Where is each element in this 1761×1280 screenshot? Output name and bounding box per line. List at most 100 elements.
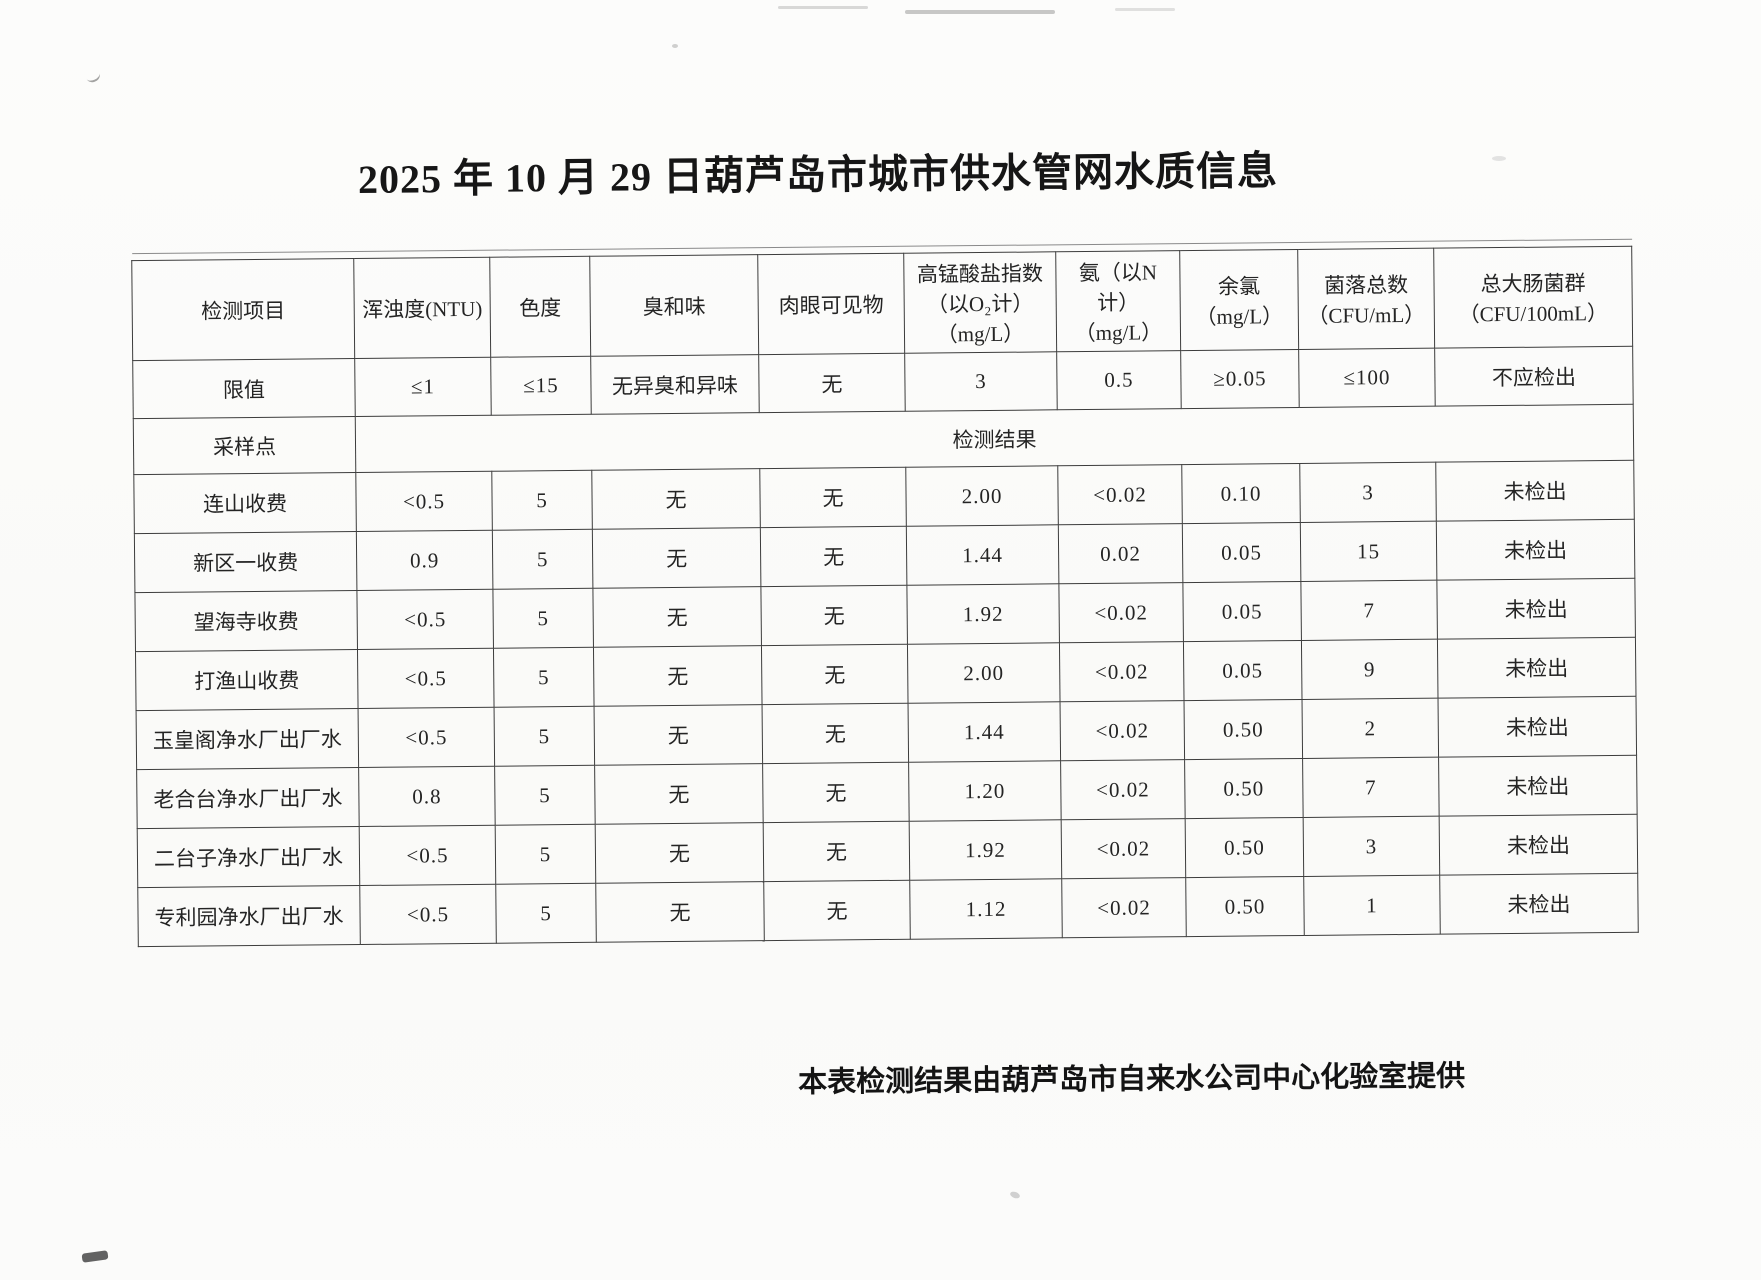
data-cell: 无 bbox=[763, 880, 911, 941]
col-header-odor: 臭和味 bbox=[589, 254, 759, 357]
col-header-colony-count: 菌落总数 （CFU/mL） bbox=[1297, 248, 1435, 350]
data-cell: 2 bbox=[1302, 698, 1439, 759]
data-cell: 无 bbox=[763, 821, 910, 882]
row-site-name: 老合台净水厂出厂水 bbox=[136, 767, 360, 829]
table-header-row: 检测项目 浑浊度(NTU) 色度 臭和味 肉眼可见物 高锰酸盐指数 （以O₂计）… bbox=[131, 246, 1633, 361]
data-cell: <0.02 bbox=[1060, 700, 1185, 761]
col-header-chlorine: 余氯 （mg/L） bbox=[1179, 249, 1299, 351]
data-cell: 0.50 bbox=[1184, 758, 1304, 819]
data-cell: 无 bbox=[595, 881, 765, 943]
scan-artifact bbox=[1009, 1190, 1021, 1200]
data-cell: 未检出 bbox=[1438, 696, 1637, 758]
limit-cell: ≤100 bbox=[1298, 348, 1436, 408]
data-cell: <0.02 bbox=[1061, 877, 1187, 938]
data-cell: <0.02 bbox=[1057, 464, 1183, 525]
data-cell: <0.02 bbox=[1060, 759, 1186, 820]
data-cell: 0.10 bbox=[1181, 463, 1301, 524]
data-cell: 0.8 bbox=[358, 766, 496, 827]
data-cell: 5 bbox=[492, 588, 594, 649]
data-cell: <0.02 bbox=[1061, 818, 1186, 879]
data-cell: 3 bbox=[1299, 462, 1437, 523]
data-cell: 5 bbox=[495, 824, 596, 885]
data-cell: 1.20 bbox=[908, 760, 1062, 822]
data-cell: 15 bbox=[1300, 521, 1437, 582]
data-cell: <0.02 bbox=[1058, 582, 1184, 643]
data-cell: <0.5 bbox=[355, 471, 493, 532]
row-site-name: 望海寺收费 bbox=[134, 590, 358, 652]
data-cell: <0.5 bbox=[359, 884, 497, 945]
limit-cell: 3 bbox=[904, 351, 1058, 412]
data-cell: 无 bbox=[760, 585, 908, 646]
limit-row-label: 限值 bbox=[132, 358, 356, 419]
col-header-chroma: 色度 bbox=[489, 256, 591, 358]
data-cell: 未检出 bbox=[1438, 755, 1638, 817]
scan-artifact bbox=[81, 1250, 109, 1263]
data-cell: 未检出 bbox=[1436, 519, 1635, 581]
data-cell: <0.5 bbox=[358, 707, 495, 768]
data-cell: 1.92 bbox=[909, 819, 1062, 881]
data-cell: 未检出 bbox=[1437, 637, 1636, 699]
data-cell: <0.02 bbox=[1059, 641, 1185, 702]
limit-cell: ≤15 bbox=[490, 356, 592, 416]
data-cell: 无 bbox=[592, 527, 761, 589]
data-cell: <0.5 bbox=[356, 589, 494, 650]
data-cell: 7 bbox=[1300, 580, 1438, 641]
data-cell: 0.50 bbox=[1185, 876, 1305, 937]
page-content: 2025 年 10 月 29 日葫芦岛市城市供水管网水质信息 检测项目 浑浊度(… bbox=[131, 148, 1639, 1099]
data-cell: 无 bbox=[759, 467, 907, 528]
row-site-name: 连山收费 bbox=[133, 472, 357, 534]
data-cell: 2.00 bbox=[907, 642, 1061, 704]
data-cell: 3 bbox=[1303, 816, 1440, 877]
data-cell: 无 bbox=[760, 526, 907, 587]
data-cell: 无 bbox=[762, 703, 909, 764]
data-cell: <0.5 bbox=[359, 825, 496, 886]
row-site-name: 二台子净水厂出厂水 bbox=[137, 826, 360, 888]
data-cell: 1.92 bbox=[906, 583, 1060, 645]
data-cell: 无 bbox=[593, 645, 763, 707]
row-site-name: 打渔山收费 bbox=[135, 649, 359, 711]
col-header-item: 检测项目 bbox=[131, 258, 355, 361]
data-cell: 1.12 bbox=[909, 878, 1063, 940]
data-cell: 无 bbox=[594, 763, 764, 825]
data-cell: <0.5 bbox=[357, 648, 495, 709]
water-quality-table: 检测项目 浑浊度(NTU) 色度 臭和味 肉眼可见物 高锰酸盐指数 （以O₂计）… bbox=[131, 246, 1639, 947]
limit-cell: 0.5 bbox=[1056, 350, 1182, 410]
data-cell: 无 bbox=[761, 644, 909, 705]
footer-note: 本表检测结果由葫芦岛市自来水公司中心化验室提供 bbox=[798, 1060, 1466, 1099]
col-header-permanganate: 高锰酸盐指数 （以O₂计） （mg/L） bbox=[903, 251, 1057, 354]
row-site-name: 专利园净水厂出厂水 bbox=[137, 885, 361, 947]
data-cell: 0.05 bbox=[1183, 640, 1303, 701]
data-cell: 无 bbox=[595, 822, 764, 884]
data-cell: 1.44 bbox=[906, 524, 1059, 586]
data-cell: 未检出 bbox=[1436, 578, 1636, 640]
data-cell: 5 bbox=[494, 765, 596, 826]
page-title: 2025 年 10 月 29 日葫芦岛市城市供水管网水质信息 bbox=[357, 148, 1279, 203]
data-cell: 0.05 bbox=[1182, 522, 1301, 583]
data-cell: 无 bbox=[594, 704, 763, 766]
limit-cell: 无异臭和异味 bbox=[590, 354, 760, 415]
data-cell: 1 bbox=[1303, 875, 1441, 936]
col-header-coliform: 总大肠菌群 （CFU/100mL） bbox=[1433, 246, 1633, 349]
sample-point-label: 采样点 bbox=[133, 416, 356, 475]
data-cell: 0.02 bbox=[1058, 523, 1183, 584]
data-cell: 无 bbox=[592, 586, 762, 648]
data-cell: 9 bbox=[1301, 639, 1439, 700]
data-cell: 2.00 bbox=[905, 465, 1059, 527]
limit-cell: 不应检出 bbox=[1434, 346, 1634, 407]
data-cell: 5 bbox=[493, 647, 595, 708]
limit-cell: ≥0.05 bbox=[1180, 349, 1300, 409]
data-cell: 未检出 bbox=[1439, 873, 1639, 935]
data-cell: 无 bbox=[591, 468, 761, 530]
data-cell: 0.50 bbox=[1184, 699, 1303, 760]
data-cell: 7 bbox=[1302, 757, 1440, 818]
row-site-name: 新区一收费 bbox=[134, 531, 357, 593]
data-cell: 0.9 bbox=[356, 530, 493, 591]
data-cell: 未检出 bbox=[1439, 814, 1638, 876]
data-cell: 5 bbox=[495, 883, 597, 944]
data-cell: 无 bbox=[762, 762, 910, 823]
data-cell: 0.50 bbox=[1185, 817, 1304, 878]
col-header-ammonia: 氨（以N计） （mg/L） bbox=[1055, 250, 1181, 352]
limit-cell: 无 bbox=[758, 353, 906, 413]
data-cell: 0.05 bbox=[1182, 581, 1302, 642]
